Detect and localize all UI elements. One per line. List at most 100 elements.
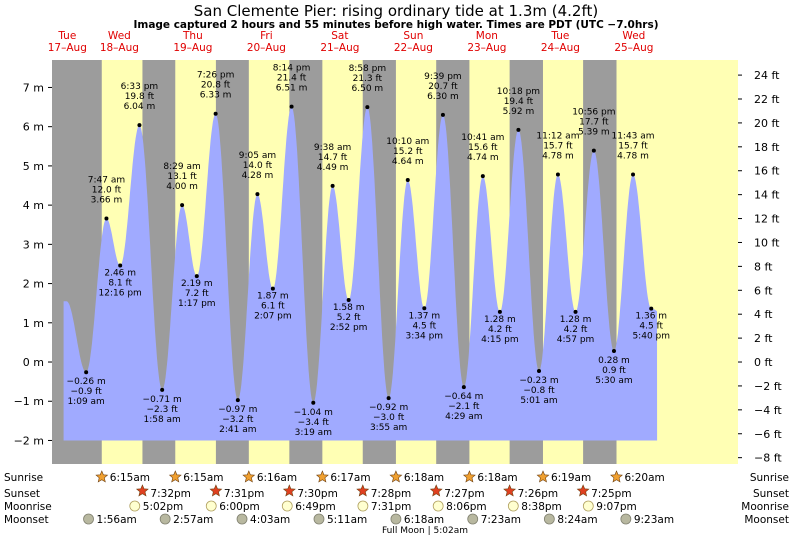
tide-label: −3.2 ft — [222, 415, 254, 425]
sunrise-icon — [610, 470, 623, 483]
tide-point — [461, 385, 466, 390]
sunset-icon — [429, 484, 443, 497]
tide-label: 21.4 ft — [277, 74, 307, 84]
tide-point — [480, 174, 485, 179]
tide-point — [440, 112, 445, 117]
row-label-left: Moonset — [4, 514, 49, 526]
left-axis: 7 m 6 m 5 m 4 m 3 m 2 m 1 m 0 m −1 m −2 m — [14, 81, 52, 447]
tide-point — [235, 398, 240, 403]
day-name-label: Thu — [182, 30, 203, 42]
moonrise-time: 6:00pm — [219, 501, 259, 513]
moonrise-icon — [582, 500, 594, 512]
sunset-time: 7:30pm — [297, 488, 337, 500]
tide-point — [84, 370, 89, 375]
tide-label: 2.19 m — [181, 279, 213, 289]
row-label-left: Moonrise — [4, 501, 52, 513]
tide-label: 3:34 pm — [406, 331, 444, 341]
moonset-time: 9:23am — [634, 514, 674, 526]
row-label-right: Sunrise — [750, 472, 789, 484]
moonset-time: 1:56am — [97, 514, 137, 526]
tide-label: 3:19 am — [295, 428, 332, 438]
tide-label: −3.0 ft — [373, 413, 405, 423]
tide-point — [573, 309, 578, 314]
tide-point — [289, 104, 294, 109]
tide-label: 6.04 m — [124, 102, 156, 112]
moonset-time: 8:24am — [557, 514, 597, 526]
moonset-icon — [620, 513, 632, 525]
tide-label: 3.66 m — [91, 195, 123, 205]
tide-label: 6.33 m — [200, 91, 232, 101]
tide-label: 14.0 ft — [243, 161, 273, 171]
tide-label: 21.3 ft — [353, 74, 383, 84]
tide-point — [516, 127, 521, 132]
moonrise-icon — [205, 500, 217, 512]
sunrise-time: 6:19am — [551, 472, 591, 484]
tide-label: 12:16 pm — [99, 289, 142, 299]
right-axis-tick-label: 14 ft — [754, 189, 780, 202]
tide-label: 4.78 m — [542, 152, 574, 162]
row-label-right: Moonrise — [741, 501, 789, 513]
moonrise-time: 8:06pm — [446, 501, 486, 513]
tide-label: 1.36 m — [635, 312, 667, 322]
day-date-label: 19–Aug — [173, 42, 212, 54]
tide-label: 4.2 ft — [564, 325, 588, 335]
tide-label: 8.1 ft — [108, 279, 132, 289]
moonset-time: 7:23am — [481, 514, 521, 526]
tide-label: 7:47 am — [88, 175, 125, 185]
tide-point — [180, 203, 185, 208]
tide-label: 8:58 pm — [349, 64, 387, 74]
day-date-label: 24–Aug — [541, 42, 580, 54]
moonrise-time: 8:38pm — [521, 501, 561, 513]
right-axis-tick-label: −8 ft — [754, 452, 782, 465]
tide-label: 0.9 ft — [602, 366, 626, 376]
tide-point — [311, 400, 316, 405]
tide-label: 4.00 m — [166, 182, 198, 192]
right-axis: 24 ft 22 ft 20 ft 18 ft 16 ft 14 ft 12 ft 10 ft… — [738, 69, 782, 465]
sunrise-time: 6:15am — [183, 472, 223, 484]
sunrise-icon — [536, 470, 550, 483]
moonset-icon — [390, 513, 402, 525]
tide-label: 15.7 ft — [543, 142, 573, 152]
left-axis-tick-label: −1 m — [14, 395, 44, 408]
tide-label: 7:26 pm — [197, 71, 235, 81]
tide-label: 1.28 m — [484, 315, 516, 325]
sunrise-time: 6:16am — [257, 472, 297, 484]
tide-label: 8:14 pm — [273, 64, 311, 74]
tide-label: −0.64 m — [444, 392, 483, 402]
tide-label: 15.7 ft — [618, 142, 648, 152]
tide-point — [422, 306, 427, 311]
tide-label: 6.51 m — [276, 84, 308, 94]
tide-label: 1.28 m — [560, 315, 592, 325]
tide-label: 5:40 pm — [632, 332, 670, 342]
tide-label: −2.3 ft — [147, 405, 179, 415]
tide-point — [346, 298, 351, 303]
tide-point — [137, 123, 142, 128]
tide-point — [118, 263, 123, 268]
moonset-icon — [543, 513, 555, 525]
tide-label: 1:17 pm — [178, 299, 216, 309]
right-axis-tick-label: 12 ft — [754, 213, 780, 226]
sunset-time: 7:27pm — [444, 488, 484, 500]
moonset-icon — [313, 513, 325, 525]
row-label-left: Sunrise — [4, 472, 43, 484]
tide-label: 6.1 ft — [261, 302, 285, 312]
day-date-label: 18–Aug — [100, 42, 139, 54]
day-name-label: Wed — [622, 30, 645, 42]
tide-label: −0.97 m — [218, 405, 257, 415]
right-axis-tick-label: 6 ft — [754, 284, 773, 297]
right-axis-tick-label: 4 ft — [754, 308, 773, 321]
right-axis-tick-label: 24 ft — [754, 69, 780, 82]
tide-label: 1.37 m — [408, 311, 440, 321]
left-axis-tick-label: 6 m — [23, 121, 44, 134]
sunrise-time: 6:15am — [110, 472, 150, 484]
tide-point — [255, 192, 260, 197]
tide-label: 4.5 ft — [412, 321, 436, 331]
tide-label: −0.92 m — [369, 403, 408, 413]
tide-label: 3:55 am — [370, 423, 407, 433]
sunrise-icon — [95, 470, 109, 483]
right-axis-tick-label: 10 ft — [754, 236, 780, 249]
tide-label: 4.64 m — [392, 157, 424, 167]
tide-label: 4.78 m — [617, 152, 649, 162]
sunset-icon — [576, 484, 590, 497]
